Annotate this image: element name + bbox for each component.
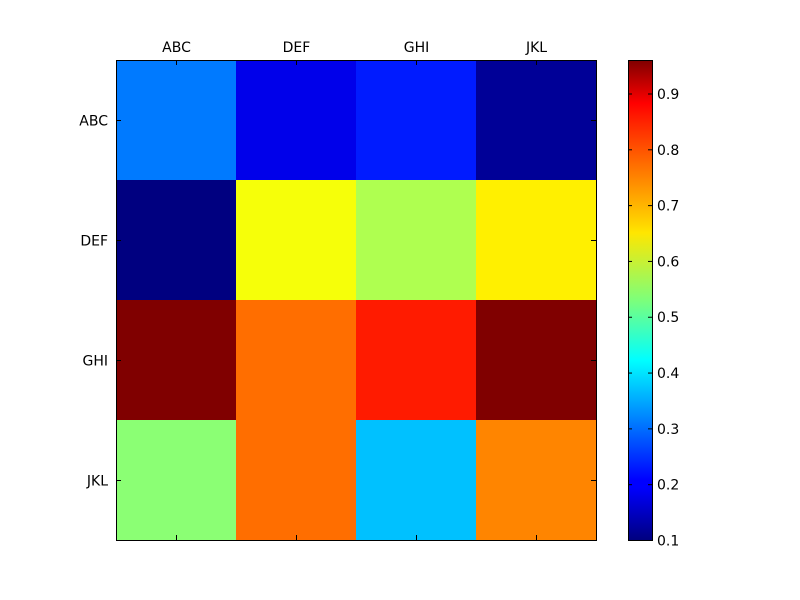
colorbar-tick-label: 0.3 bbox=[657, 422, 679, 438]
axis-ticks bbox=[116, 60, 596, 540]
x-tick-label: DEF bbox=[283, 40, 311, 56]
heatmap-cell-jkl-def bbox=[236, 420, 357, 541]
y-axis-tick-labels: ABC DEF GHI JKL bbox=[79, 114, 108, 490]
colorbar-tick-label: 0.4 bbox=[657, 366, 679, 382]
heatmap-cell-jkl-ghi bbox=[356, 420, 477, 541]
heatmap-cell-abc-abc bbox=[116, 60, 237, 181]
heatmap-cell-jkl-jkl bbox=[476, 420, 597, 541]
plot-frame bbox=[116, 60, 597, 541]
colorbar-tick-label: 0.8 bbox=[657, 143, 679, 159]
colorbar-ticks bbox=[628, 93, 652, 541]
heatmap-cell-ghi-abc bbox=[116, 300, 237, 421]
heatmap-cell-def-ghi bbox=[356, 180, 477, 301]
y-tick-label: ABC bbox=[79, 114, 108, 130]
x-tick-label: GHI bbox=[404, 40, 430, 56]
heatmap-cell-def-jkl bbox=[476, 180, 597, 301]
heatmap-cell-def-def bbox=[236, 180, 357, 301]
heatmap-cell-ghi-ghi bbox=[356, 300, 477, 421]
heatmap-cell-def-abc bbox=[116, 180, 237, 301]
x-tick-label: JKL bbox=[525, 40, 547, 56]
heatmap-cell-jkl-abc bbox=[116, 420, 237, 541]
colorbar-tick-label: 0.7 bbox=[657, 199, 679, 215]
heatmap-cell-abc-def bbox=[236, 60, 357, 181]
colorbar-gradient bbox=[628, 60, 652, 540]
colorbar-tick-label: 0.1 bbox=[657, 534, 679, 550]
y-tick-label: GHI bbox=[82, 354, 108, 370]
colorbar-tick-label: 0.5 bbox=[657, 310, 679, 326]
colorbar-frame bbox=[628, 60, 653, 541]
colorbar-tick-label: 0.9 bbox=[657, 87, 679, 103]
colorbar-tick-label: 0.2 bbox=[657, 478, 679, 494]
heatmap-cell-ghi-def bbox=[236, 300, 357, 421]
heatmap-cells bbox=[116, 60, 597, 541]
y-tick-label: DEF bbox=[80, 234, 108, 250]
heatmap-cell-abc-ghi bbox=[356, 60, 477, 181]
y-tick-label: JKL bbox=[86, 474, 108, 490]
colorbar-tick-labels: 0.1 0.2 0.3 0.4 0.5 0.6 0.7 0.8 0.9 bbox=[657, 87, 679, 550]
colorbar: 0.1 0.2 0.3 0.4 0.5 0.6 0.7 0.8 0.9 bbox=[628, 60, 679, 550]
x-axis-tick-labels: ABC DEF GHI JKL bbox=[162, 40, 547, 56]
colorbar-tick-label: 0.6 bbox=[657, 254, 679, 270]
heatmap-cell-abc-jkl bbox=[476, 60, 597, 181]
x-tick-label: ABC bbox=[162, 40, 191, 56]
heatmap-cell-ghi-jkl bbox=[476, 300, 597, 421]
